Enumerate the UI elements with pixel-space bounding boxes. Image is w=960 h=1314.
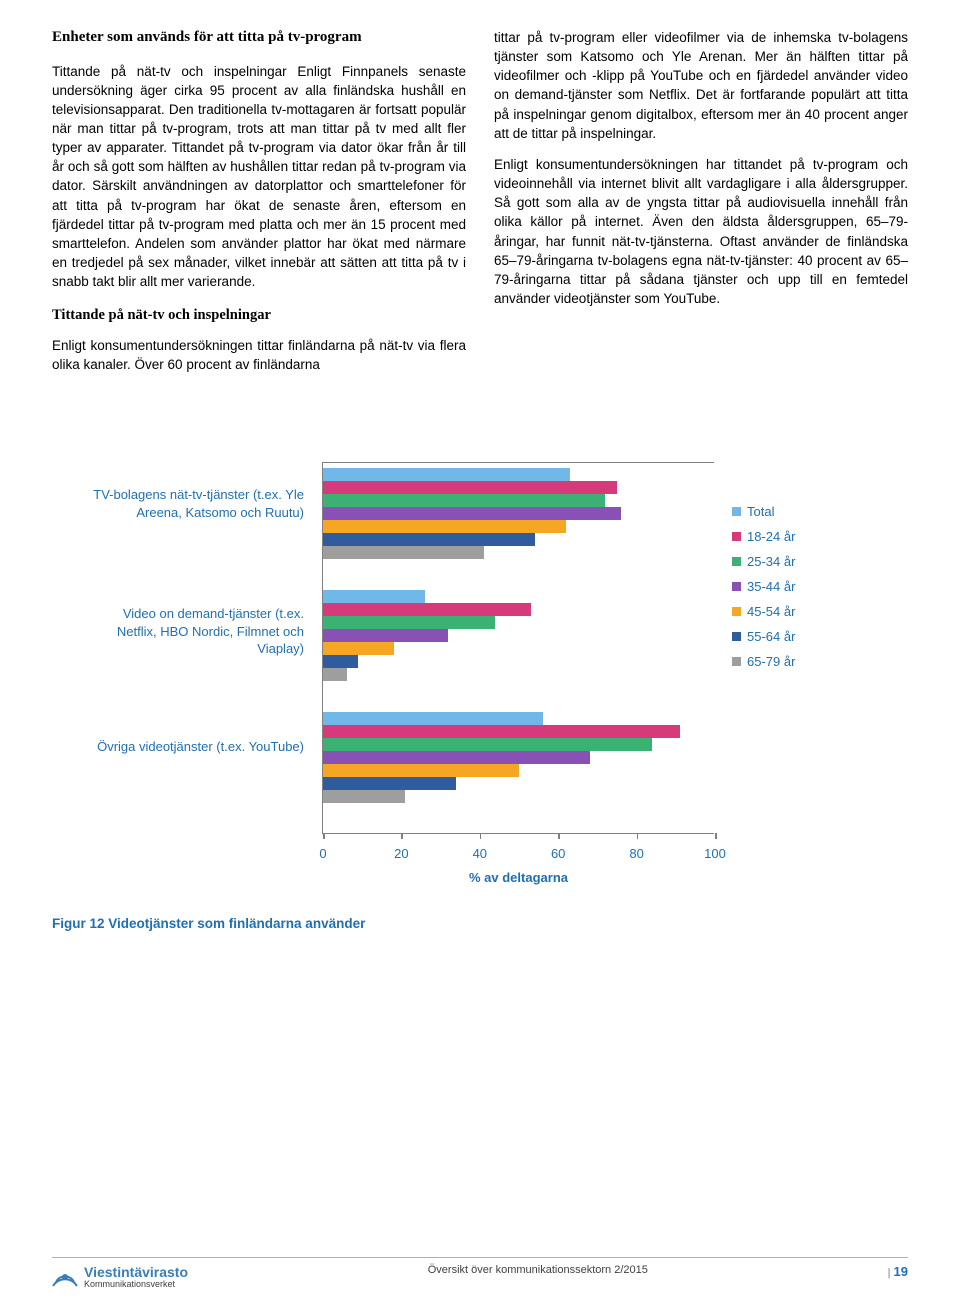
bar-segment	[323, 642, 394, 655]
paragraph-1: Tittande på nät-tv och inspelningar Enli…	[52, 62, 466, 292]
bar-segment	[323, 790, 405, 803]
footer-center-text: Översikt över kommunikationssektorn 2/20…	[188, 1264, 888, 1276]
legend-label: 25-34 år	[747, 554, 795, 569]
legend-item: 45-54 år	[732, 604, 872, 619]
legend-label: 18-24 år	[747, 529, 795, 544]
chart-category-labels: TV-bolagens nät-tv-tjänster (t.ex. YleAr…	[52, 462, 304, 833]
x-tick-label: 60	[551, 846, 565, 861]
bar-segment	[323, 725, 680, 738]
bar-cluster	[323, 468, 621, 559]
bar-segment	[323, 520, 566, 533]
bar-cluster	[323, 712, 680, 803]
legend-label: 65-79 år	[747, 654, 795, 669]
x-tick-label: 40	[473, 846, 487, 861]
bar-segment	[323, 546, 484, 559]
bar-cluster	[323, 590, 531, 681]
chart-plot-area: 020406080100% av deltagarna	[322, 462, 714, 834]
x-tick-label: 100	[704, 846, 726, 861]
section-heading-2: Tittande på nät-tv och inspelningar	[52, 305, 466, 326]
x-tick-label: 80	[629, 846, 643, 861]
bar-segment	[323, 533, 535, 546]
figure-caption: Figur 12 Videotjänster som finländarna a…	[52, 916, 908, 931]
legend-label: Total	[747, 504, 774, 519]
logo-icon	[52, 1264, 78, 1290]
bar-segment	[323, 764, 519, 777]
paragraph-2: Enligt konsumentundersökningen tittar fi…	[52, 336, 466, 374]
legend-label: 55-64 år	[747, 629, 795, 644]
logo-sub-text: Kommunikationsverket	[84, 1279, 188, 1289]
chart-block: TV-bolagens nät-tv-tjänster (t.ex. YleAr…	[52, 462, 908, 834]
chart-category-label: TV-bolagens nät-tv-tjänster (t.ex. YleAr…	[52, 486, 304, 581]
x-tick-label: 20	[394, 846, 408, 861]
right-column: tittar på tv-program eller videofilmer v…	[494, 28, 908, 374]
legend-swatch	[732, 507, 741, 516]
legend-item: 65-79 år	[732, 654, 872, 669]
legend-label: 35-44 år	[747, 579, 795, 594]
legend-swatch	[732, 532, 741, 541]
logo-main-text: Viestintävirasto	[84, 1265, 188, 1279]
legend-label: 45-54 år	[747, 604, 795, 619]
bar-segment	[323, 751, 590, 764]
legend-item: 55-64 år	[732, 629, 872, 644]
x-axis-title: % av deltagarna	[469, 870, 568, 885]
legend-swatch	[732, 557, 741, 566]
bar-segment	[323, 507, 621, 520]
section-heading-1: Enheter som används för att titta på tv-…	[52, 28, 466, 48]
legend-swatch	[732, 582, 741, 591]
bar-segment	[323, 629, 448, 642]
footer-page-number: | 19	[888, 1264, 908, 1279]
bar-segment	[323, 777, 456, 790]
bar-segment	[323, 668, 347, 681]
left-column: Enheter som används för att titta på tv-…	[52, 28, 466, 374]
bar-segment	[323, 468, 570, 481]
chart-category-label: Övriga videotjänster (t.ex. YouTube)	[52, 738, 304, 833]
x-tick-label: 0	[319, 846, 326, 861]
bar-segment	[323, 481, 617, 494]
legend-swatch	[732, 632, 741, 641]
legend-item: Total	[732, 504, 872, 519]
bar-segment	[323, 616, 495, 629]
paragraph-4: Enligt konsumentundersökningen har titta…	[494, 155, 908, 308]
chart-legend: Total 18-24 år 25-34 år 35-44 år 45-54 år 55-…	[732, 462, 872, 679]
legend-swatch	[732, 607, 741, 616]
legend-item: 18-24 år	[732, 529, 872, 544]
bar-segment	[323, 494, 605, 507]
bar-segment	[323, 603, 531, 616]
chart-category-label: Video on demand-tjänster (t.ex.Netflix, …	[52, 605, 304, 700]
paragraph-3: tittar på tv-program eller videofilmer v…	[494, 28, 908, 143]
legend-item: 35-44 år	[732, 579, 872, 594]
bar-segment	[323, 712, 543, 725]
page-footer: Viestintävirasto Kommunikationsverket Öv…	[52, 1257, 908, 1290]
bar-segment	[323, 655, 358, 668]
legend-swatch	[732, 657, 741, 666]
legend-item: 25-34 år	[732, 554, 872, 569]
footer-logo: Viestintävirasto Kommunikationsverket	[52, 1264, 188, 1290]
bar-segment	[323, 738, 652, 751]
bar-segment	[323, 590, 425, 603]
text-columns: Enheter som används för att titta på tv-…	[52, 28, 908, 374]
